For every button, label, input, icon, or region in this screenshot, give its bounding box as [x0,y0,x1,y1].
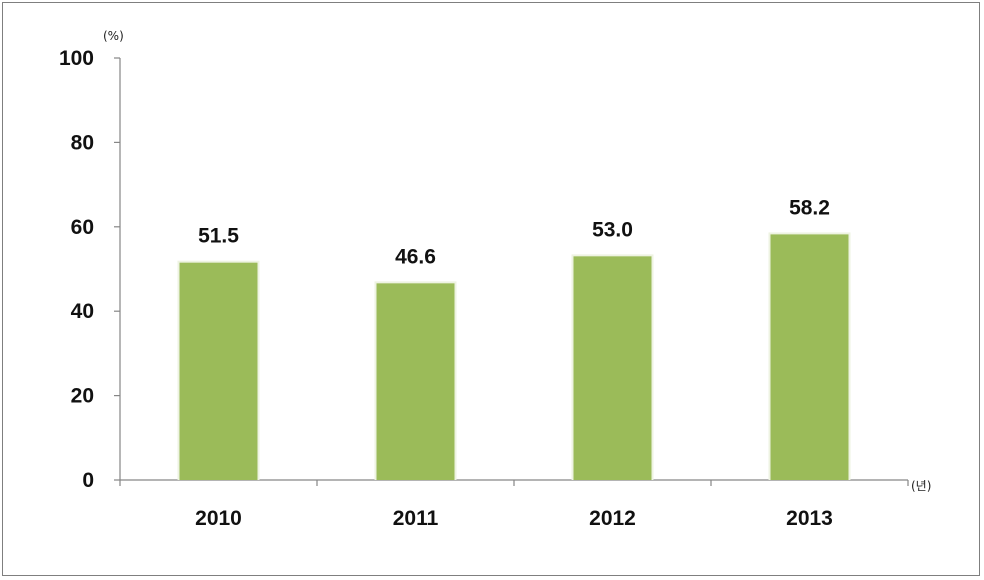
bar-2013 [770,234,849,480]
data-label-2010: 51.5 [198,225,239,248]
y-tick-label: 80 [71,131,94,154]
y-tick-label: 100 [59,47,94,70]
y-tick-label: 0 [82,469,94,492]
y-axis-unit-label: (%) [103,29,124,43]
x-axis-unit-label: (년) [911,479,931,493]
data-label-2011: 46.6 [395,245,436,268]
bar-2012 [573,256,652,480]
data-label-2012: 53.0 [592,218,633,241]
bar-2011 [376,283,455,480]
x-tick-label-2013: 2013 [786,507,833,530]
y-tick-label: 60 [71,216,94,239]
bar-series [177,232,851,480]
y-tick-label: 40 [71,300,94,323]
y-tick-label: 20 [71,385,94,408]
bar-2010 [179,262,258,480]
data-labels: 51.5 46.6 53.0 58.2 [198,196,830,268]
x-tick-label-2011: 2011 [393,507,439,530]
x-tick-label-2012: 2012 [589,507,636,530]
x-tick-label-2010: 2010 [195,507,242,530]
data-label-2013: 58.2 [789,196,830,219]
